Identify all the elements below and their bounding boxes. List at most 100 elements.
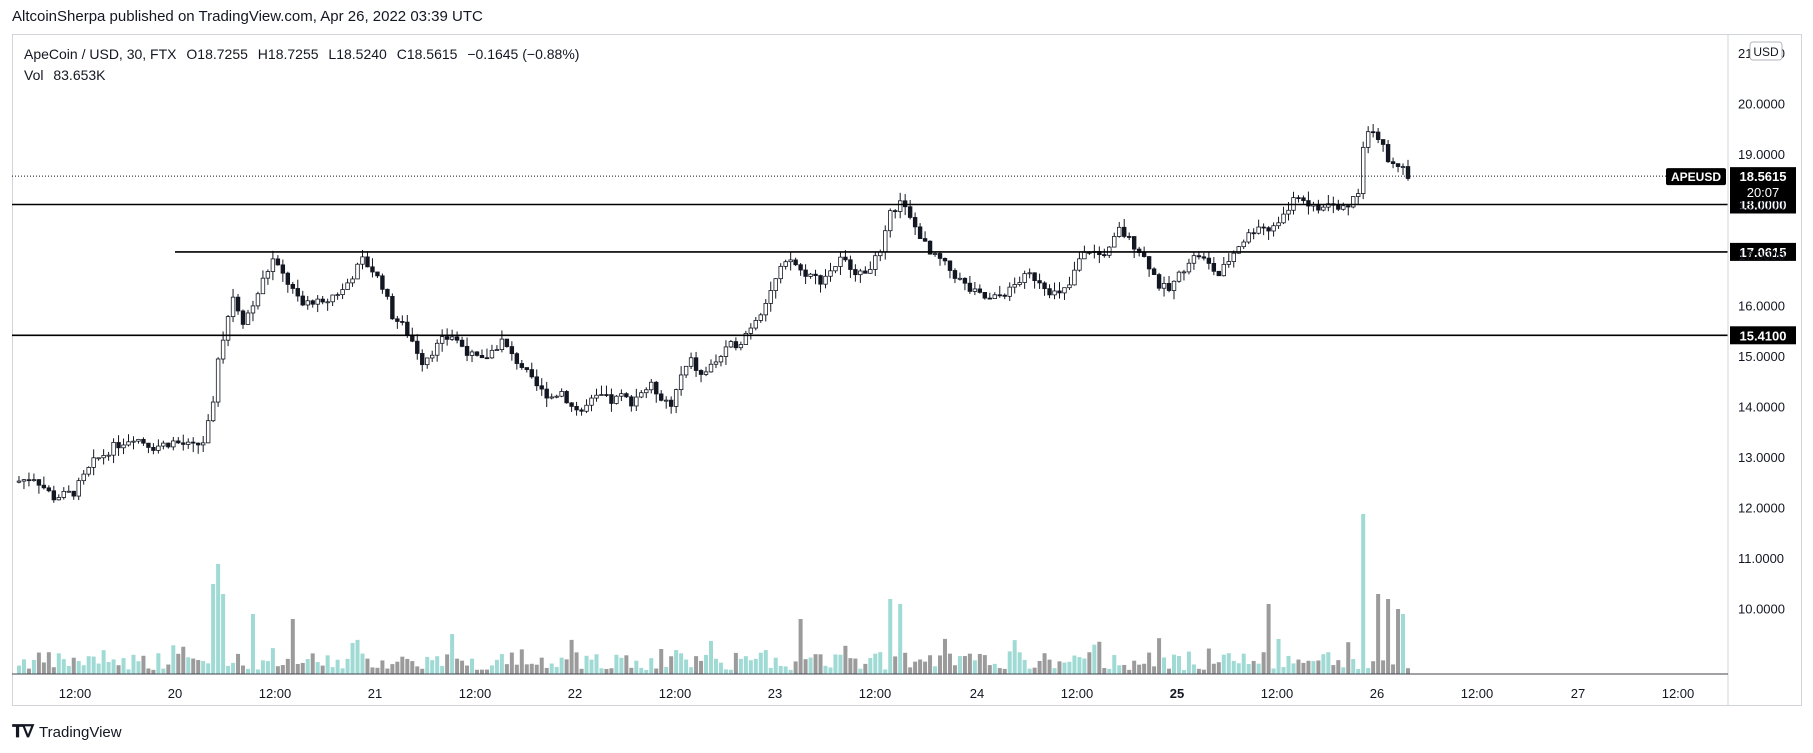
candle-body — [1370, 131, 1376, 134]
volume-bar — [460, 660, 465, 674]
volume-bar — [938, 655, 943, 674]
candle-body — [1301, 197, 1306, 201]
candle-body — [161, 442, 166, 447]
vol-key: Vol — [24, 67, 44, 83]
volume-bar — [1172, 654, 1177, 674]
candle-body — [663, 399, 669, 402]
candle-body — [703, 371, 709, 375]
candle-body — [912, 217, 918, 228]
candle-body — [86, 467, 91, 475]
price-tick-label: 15.0000 — [1738, 349, 1785, 364]
candle-body — [937, 253, 943, 259]
volume-bar — [509, 652, 514, 674]
volume-bar — [644, 669, 649, 674]
candle-body — [1395, 163, 1401, 167]
candle-body — [574, 406, 579, 411]
volume-bar — [1037, 661, 1042, 674]
candle-body — [848, 259, 853, 270]
candle-body — [868, 269, 873, 274]
candle-body — [888, 210, 893, 232]
volume-bar — [241, 665, 246, 674]
time-tick-label: 12:00 — [1061, 686, 1094, 701]
volume-bar — [265, 661, 270, 674]
volume-bar — [893, 656, 898, 674]
volume-bar — [51, 667, 56, 674]
candle-body — [255, 293, 261, 307]
candle-body — [235, 296, 241, 312]
volume-bar — [818, 654, 823, 674]
volume-bar — [972, 660, 977, 674]
candle-body — [544, 388, 549, 399]
volume-bar — [863, 663, 868, 674]
time-tick-label: 22 — [568, 686, 582, 701]
candle-body — [335, 294, 340, 297]
candle-body — [673, 389, 679, 407]
volume-bar — [106, 662, 111, 674]
volume-bar — [549, 663, 554, 674]
candle-body — [1380, 139, 1386, 145]
tradingview-logo-icon[interactable]: 𝐓∇ — [12, 722, 34, 741]
candle-body — [917, 226, 923, 239]
candle-body — [609, 394, 614, 404]
footer-brand[interactable]: TradingView — [39, 723, 122, 741]
candle-body — [723, 346, 729, 357]
candle-body — [594, 394, 599, 399]
candle-body — [1007, 286, 1012, 297]
volume-bar — [808, 657, 813, 674]
volume-bar — [1017, 652, 1022, 674]
volume-bar — [639, 667, 644, 674]
volume-bar — [1241, 653, 1246, 674]
volume-bar — [629, 667, 634, 674]
candle-body — [559, 391, 564, 397]
volume-bar — [479, 669, 484, 674]
volume-bar — [350, 642, 355, 674]
candle-body — [758, 314, 763, 321]
volume-bar — [634, 660, 639, 674]
candle-body — [1321, 206, 1326, 211]
candle-body — [96, 457, 101, 460]
price-tick-label: 17.0000 — [1738, 248, 1785, 263]
candle-body — [1236, 246, 1241, 254]
candle-body — [599, 394, 604, 396]
candle-body — [942, 258, 948, 262]
price-tick-label: 14.0000 — [1738, 400, 1785, 415]
candle-body — [1316, 204, 1321, 211]
candle-body — [186, 441, 191, 445]
candle-body — [604, 394, 609, 396]
candle-body — [1216, 270, 1222, 277]
volume-bar — [1012, 640, 1017, 674]
currency-badge[interactable]: USD — [1749, 41, 1783, 61]
symbol-label[interactable]: ApeCoin / USD, 30, FTX — [24, 46, 177, 62]
candle-body — [429, 354, 435, 359]
low-value: 18.5240 — [336, 46, 387, 62]
volume-bar — [101, 650, 106, 674]
volume-bar — [888, 599, 893, 674]
volume-bar — [898, 604, 903, 674]
volume-bar — [415, 666, 420, 674]
volume-bar — [450, 634, 455, 674]
candle-body — [788, 259, 793, 263]
volume-bar — [853, 658, 858, 674]
candle-body — [434, 342, 440, 356]
volume-bar — [21, 659, 26, 674]
candle-body — [1296, 197, 1301, 200]
candle-body — [1226, 261, 1231, 265]
candle-body — [41, 484, 47, 489]
candle-body — [698, 370, 704, 375]
volume-bar — [41, 662, 46, 674]
candle-body — [469, 351, 475, 356]
volume-bar — [704, 654, 709, 674]
volume-bar — [250, 614, 255, 674]
candle-body — [967, 282, 973, 292]
symbol-tag — [1666, 168, 1726, 186]
candle-body — [683, 365, 689, 376]
volume-bar — [1231, 660, 1236, 674]
candle-body — [136, 438, 141, 442]
candle-body — [345, 282, 350, 290]
volume-bar — [798, 619, 803, 674]
candle-body — [494, 349, 500, 352]
candle-body — [793, 259, 798, 266]
volume-bar — [1122, 664, 1127, 674]
candle-body — [922, 238, 928, 242]
